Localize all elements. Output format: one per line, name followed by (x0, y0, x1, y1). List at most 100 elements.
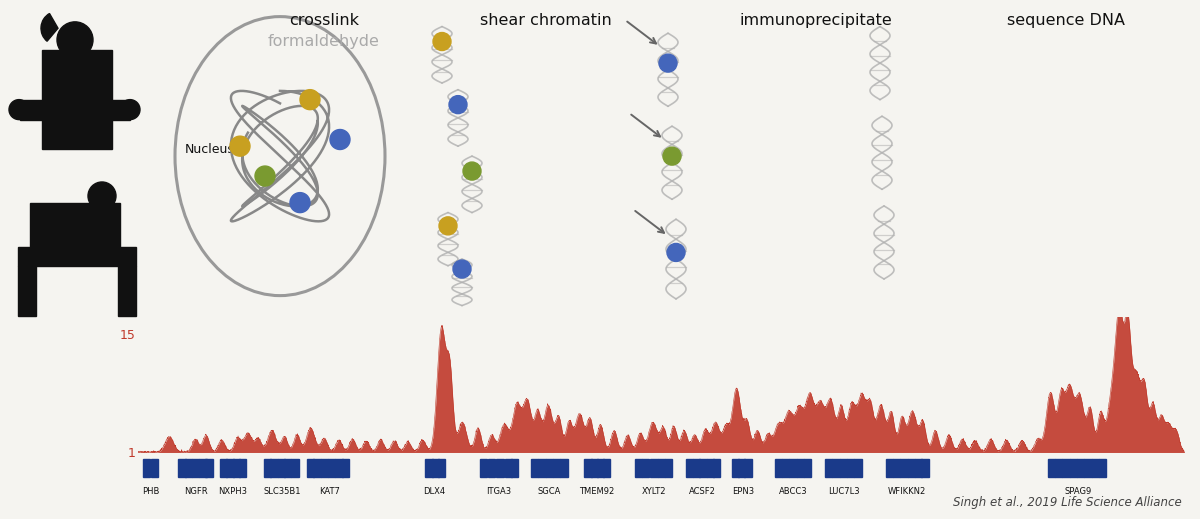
Bar (320, 459, 328, 477)
Bar (797, 459, 804, 477)
Bar (900, 459, 907, 477)
Circle shape (454, 260, 470, 278)
Bar (20, 100, 42, 119)
Circle shape (667, 243, 685, 262)
Text: WFIKKN2: WFIKKN2 (888, 487, 926, 496)
Bar (284, 459, 292, 477)
Circle shape (256, 166, 275, 186)
Bar (840, 459, 847, 477)
Bar (824, 459, 833, 477)
Bar (833, 459, 840, 477)
Text: PHB: PHB (142, 487, 160, 496)
Bar (707, 459, 714, 477)
Bar (1070, 459, 1078, 477)
Bar (694, 459, 701, 477)
Bar (775, 459, 782, 477)
Bar (847, 459, 854, 477)
Circle shape (659, 54, 677, 72)
Bar (560, 459, 568, 477)
Bar (539, 459, 546, 477)
Bar (650, 459, 658, 477)
Text: shear chromatin: shear chromatin (480, 13, 612, 28)
Bar (1092, 459, 1099, 477)
Bar (151, 459, 158, 477)
Circle shape (230, 136, 250, 156)
Wedge shape (41, 13, 58, 41)
Text: formaldehyde: formaldehyde (268, 34, 380, 49)
Bar (604, 459, 611, 477)
Bar (854, 459, 862, 477)
Bar (738, 459, 745, 477)
Circle shape (10, 100, 29, 119)
Bar (590, 459, 598, 477)
Bar (185, 459, 192, 477)
Bar (804, 459, 811, 477)
Bar (642, 459, 649, 477)
Bar (914, 459, 923, 477)
Text: LUC7L3: LUC7L3 (828, 487, 860, 496)
Bar (1055, 459, 1062, 477)
Bar (277, 459, 286, 477)
Circle shape (300, 90, 320, 110)
Circle shape (449, 95, 467, 114)
Text: ACSF2: ACSF2 (689, 487, 715, 496)
Circle shape (330, 130, 350, 149)
Text: ABCC3: ABCC3 (779, 487, 808, 496)
Text: DLX4: DLX4 (424, 487, 445, 496)
Bar (143, 459, 150, 477)
Bar (233, 459, 240, 477)
Bar (497, 459, 504, 477)
Circle shape (58, 22, 94, 58)
Bar (658, 459, 665, 477)
Bar (220, 459, 228, 477)
Circle shape (439, 217, 457, 235)
Circle shape (463, 162, 481, 180)
Bar (635, 459, 642, 477)
Text: XYLT2: XYLT2 (642, 487, 666, 496)
Bar (488, 459, 496, 477)
Bar (118, 266, 136, 316)
Text: Nucleus: Nucleus (185, 143, 235, 156)
Bar (893, 459, 900, 477)
Text: SLC35B1: SLC35B1 (264, 487, 301, 496)
Bar (425, 459, 432, 477)
Bar (307, 459, 314, 477)
Circle shape (290, 193, 310, 213)
Bar (685, 459, 694, 477)
Text: TMEM92: TMEM92 (578, 487, 614, 496)
Bar (270, 459, 277, 477)
Bar (313, 459, 320, 477)
Bar (907, 459, 914, 477)
Bar (205, 459, 212, 477)
Circle shape (662, 147, 682, 165)
Text: NGFR: NGFR (184, 487, 208, 496)
Bar (192, 459, 199, 477)
Bar (264, 459, 271, 477)
Bar (922, 459, 929, 477)
Text: SGCA: SGCA (538, 487, 560, 496)
Bar (744, 459, 751, 477)
Text: NXPH3: NXPH3 (217, 487, 247, 496)
Bar (1099, 459, 1106, 477)
Text: immunoprecipitate: immunoprecipitate (739, 13, 893, 28)
Bar (1062, 459, 1070, 477)
Bar (438, 459, 445, 477)
Bar (713, 459, 720, 477)
Bar (199, 459, 206, 477)
Bar (700, 459, 707, 477)
Bar (584, 459, 592, 477)
Bar (179, 459, 186, 477)
Bar (18, 266, 36, 316)
Bar (886, 459, 893, 477)
Text: Singh et al., 2019 Life Science Alliance: Singh et al., 2019 Life Science Alliance (953, 496, 1182, 509)
Bar (112, 100, 130, 119)
Bar (18, 248, 136, 266)
Bar (292, 459, 299, 477)
Bar (553, 459, 560, 477)
Bar (665, 459, 672, 477)
Bar (328, 459, 335, 477)
Bar (1048, 459, 1055, 477)
Text: ITGA3: ITGA3 (486, 487, 511, 496)
Bar (432, 459, 439, 477)
Bar (335, 459, 342, 477)
